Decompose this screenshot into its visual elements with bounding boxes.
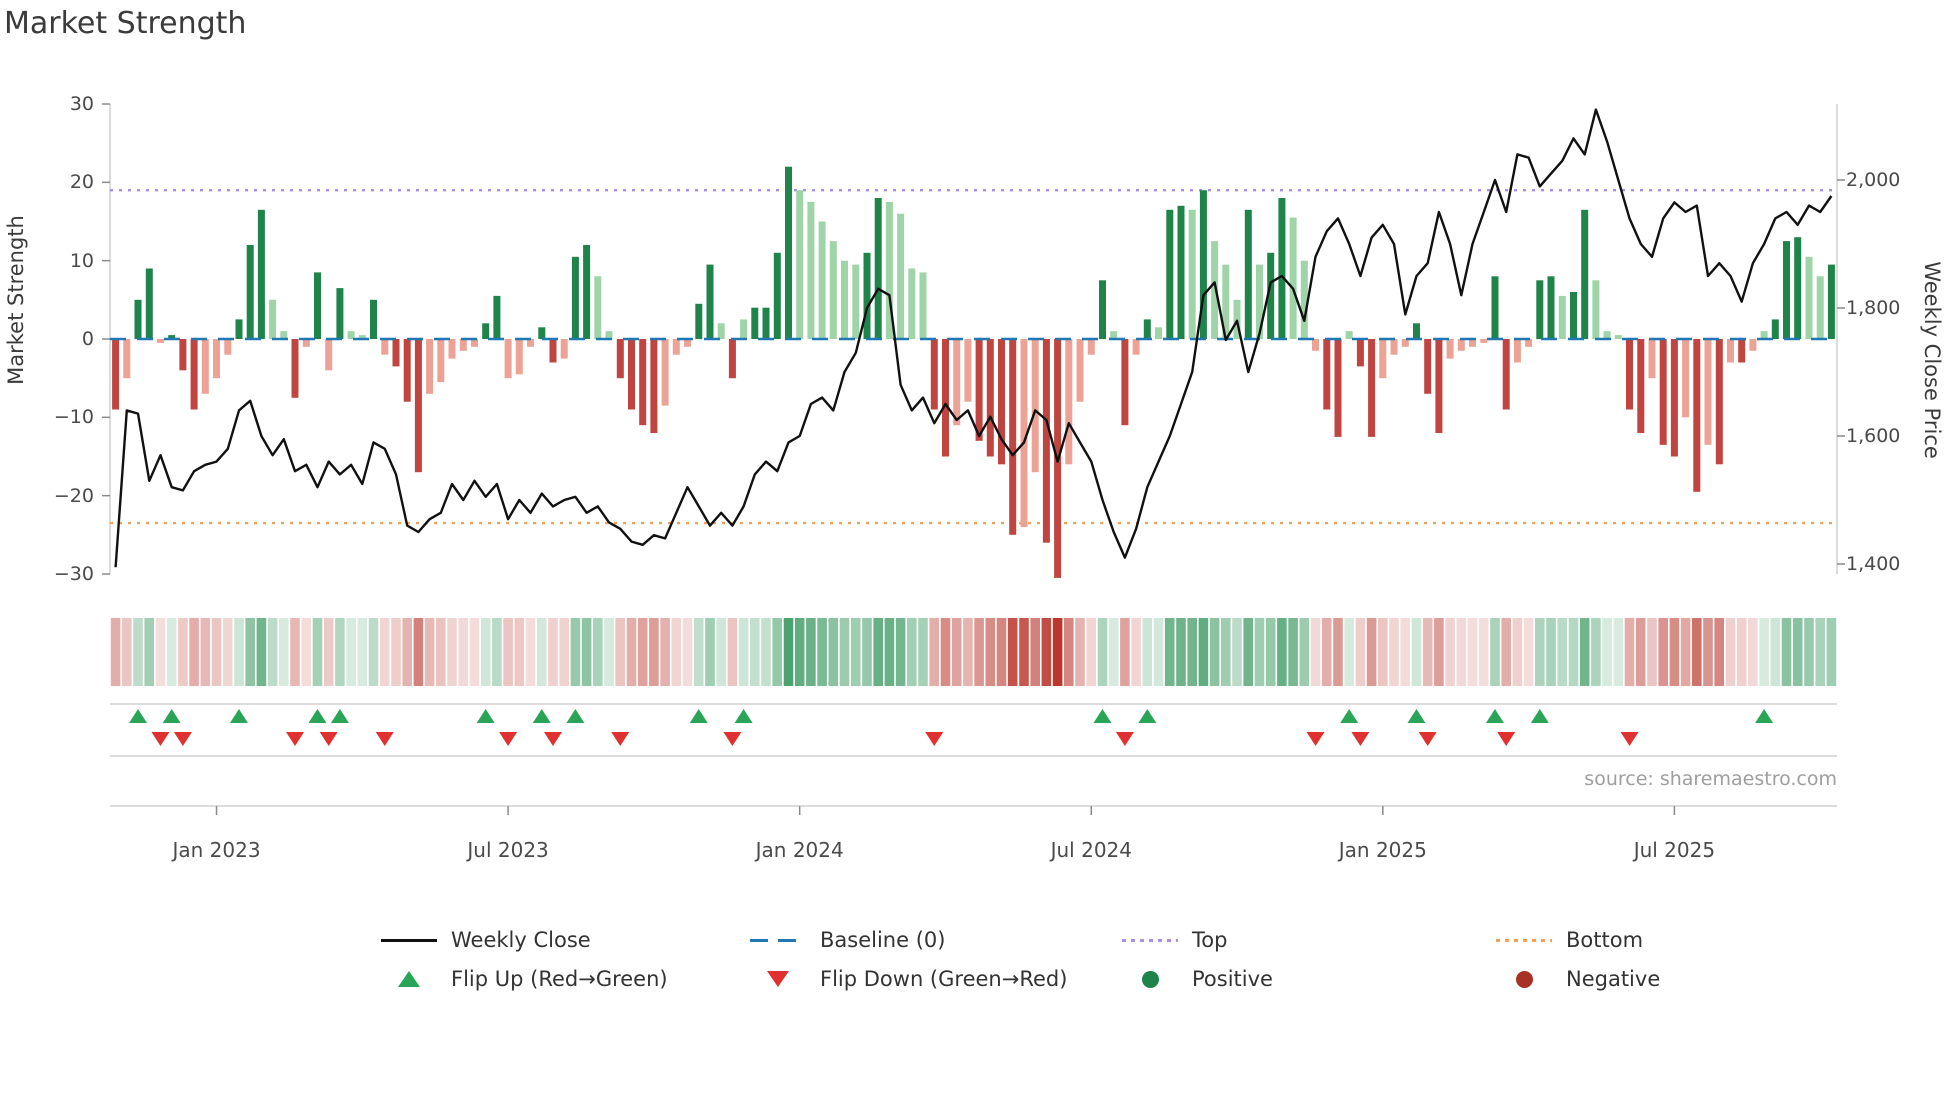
- down-triangle-icon: [750, 971, 806, 987]
- orange-dotted-line-icon: [1496, 938, 1552, 942]
- heatmap-strip: [110, 618, 1837, 686]
- flip-down-markers: [151, 732, 1639, 746]
- page-title: Market Strength: [4, 6, 247, 41]
- y-tick-left-m10: −10: [53, 406, 94, 428]
- legend-positive: Positive: [1122, 967, 1273, 991]
- y-tick-left-0: 0: [81, 328, 94, 350]
- legend-flip-up: Flip Up (Red→Green): [381, 967, 668, 991]
- y-tick-right-2000: 2,000: [1846, 169, 1901, 191]
- y-tick-left-30: 30: [69, 93, 94, 115]
- y-tick-right-1600: 1,600: [1846, 425, 1901, 447]
- x-tick-jul-2025: Jul 2025: [1633, 838, 1716, 862]
- legend-baseline: Baseline (0): [750, 928, 945, 952]
- up-triangle-icon: [381, 971, 437, 987]
- legend-weekly-close: Weekly Close: [381, 928, 591, 952]
- blue-dashed-line-icon: [750, 938, 806, 942]
- y-tick-left-m20: −20: [53, 485, 94, 507]
- green-dot-icon: [1122, 970, 1178, 988]
- left-axis-label: Market Strength: [4, 215, 28, 385]
- strength-bars: [112, 166, 1835, 578]
- x-tick-jul-2023: Jul 2023: [467, 838, 549, 862]
- y-tick-left-20: 20: [69, 171, 94, 193]
- dark-red-dot-icon: [1496, 970, 1552, 988]
- legend-bottom: Bottom: [1496, 928, 1643, 952]
- y-tick-right-1800: 1,800: [1846, 297, 1901, 319]
- flip-up-markers: [129, 709, 1774, 723]
- price-line: [114, 108, 1833, 568]
- reference-lines: [110, 188, 1837, 525]
- legend-top: Top: [1122, 928, 1227, 952]
- y-tick-right-1400: 1,400: [1846, 553, 1901, 575]
- x-tick-jan-2024: Jan 2024: [755, 838, 844, 862]
- y-tick-left-m30: −30: [53, 563, 94, 585]
- x-tick-jan-2023: Jan 2023: [172, 838, 261, 862]
- legend-flip-down: Flip Down (Green→Red): [750, 967, 1067, 991]
- y-tick-left-10: 10: [69, 250, 94, 272]
- source-credit: source: sharemaestro.com: [1584, 768, 1837, 790]
- axes-spines: [102, 103, 1845, 815]
- black-line-icon: [381, 938, 437, 942]
- purple-dotted-line-icon: [1122, 938, 1178, 942]
- legend-negative: Negative: [1496, 967, 1660, 991]
- x-tick-jul-2024: Jul 2024: [1050, 838, 1132, 862]
- right-axis-label: Weekly Close Price: [1920, 261, 1944, 459]
- x-tick-jan-2025: Jan 2025: [1338, 838, 1427, 862]
